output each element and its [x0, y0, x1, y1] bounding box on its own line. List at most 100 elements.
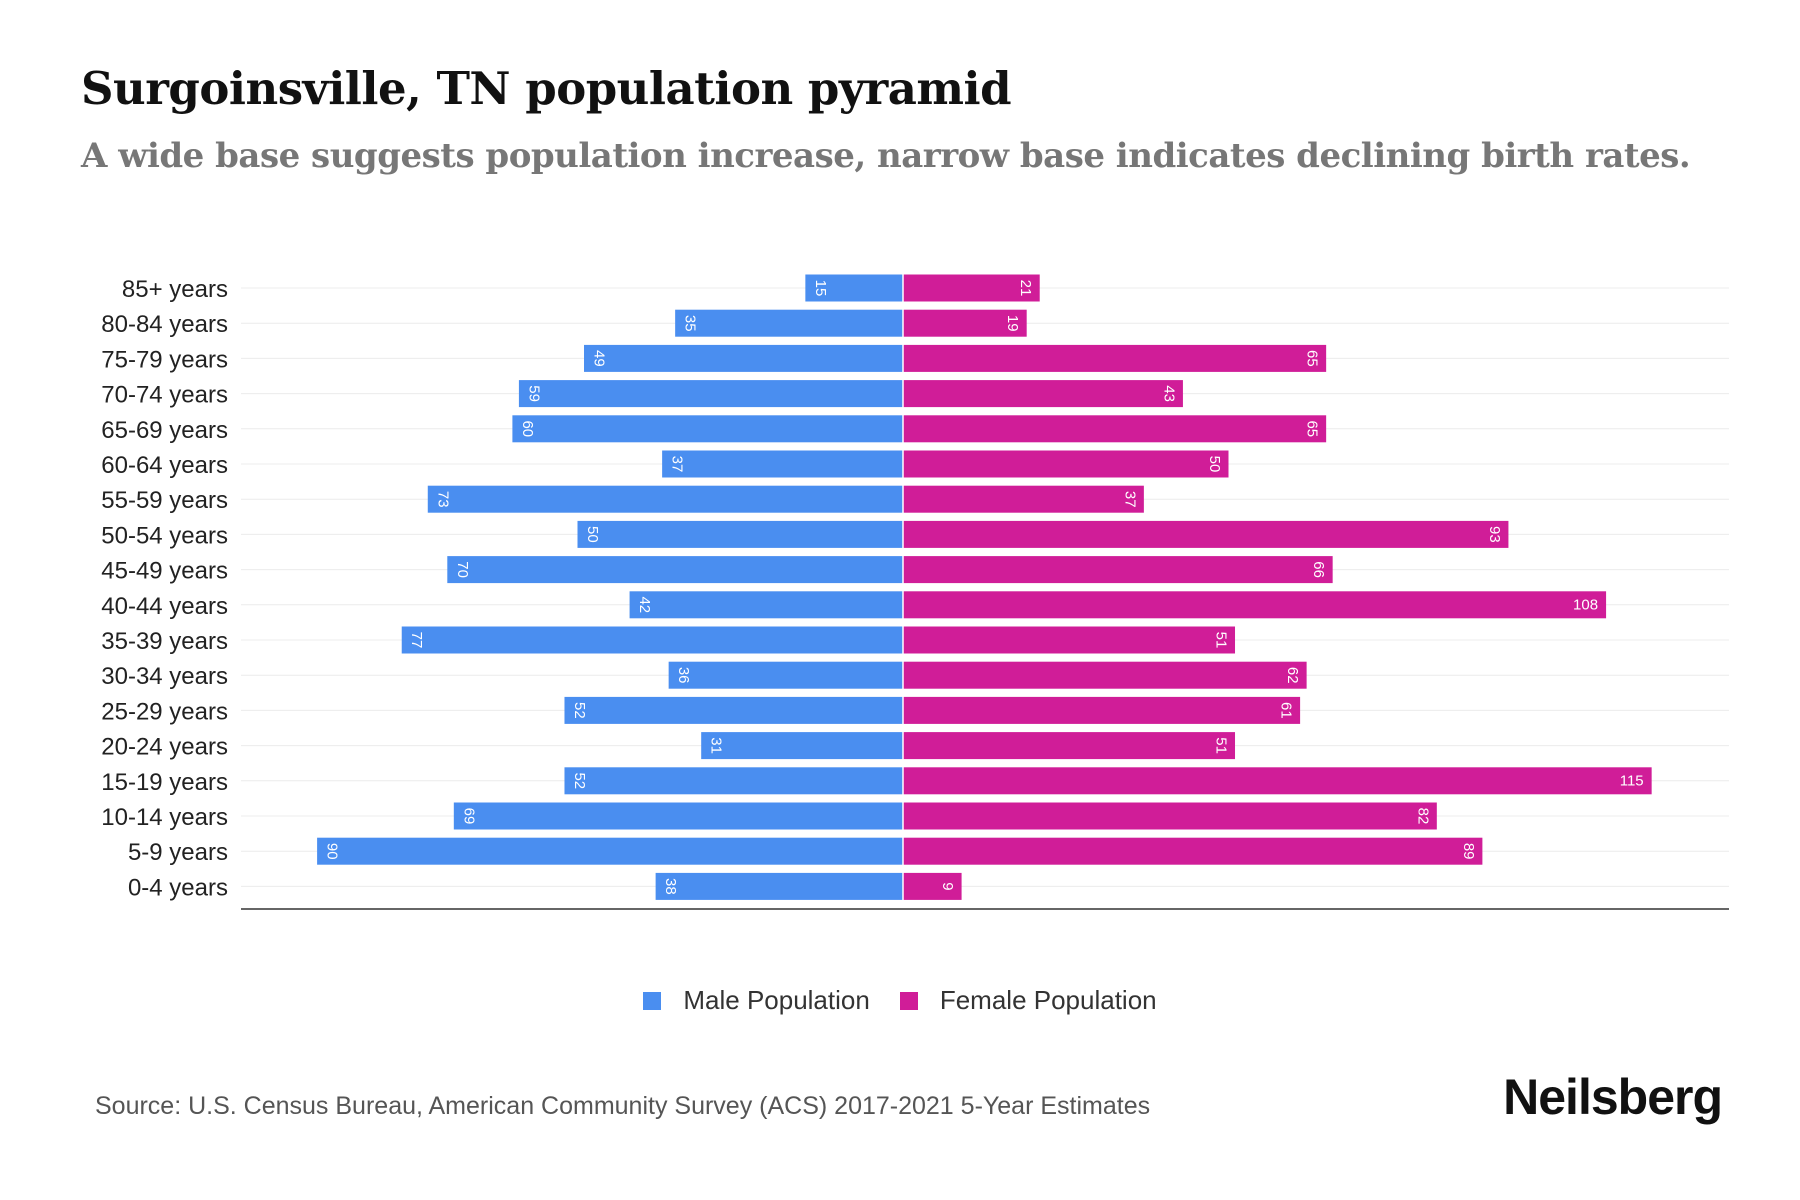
category-label: 20-24 years — [101, 734, 228, 761]
female-bar — [903, 380, 1183, 408]
female-value-label: 62 — [1284, 667, 1301, 684]
female-bar — [903, 450, 1229, 478]
category-label: 30-34 years — [101, 663, 228, 690]
female-value-label: 50 — [1206, 456, 1223, 473]
brand-logo: Neilsberg — [1503, 1069, 1723, 1125]
female-bar — [903, 274, 1040, 302]
male-bar — [447, 556, 903, 584]
male-value-label: 52 — [571, 772, 588, 789]
legend-item-male[interactable]: Male Population — [643, 985, 870, 1016]
female-bar — [903, 309, 1027, 337]
male-value-label: 70 — [454, 561, 471, 578]
female-value-label: 82 — [1414, 808, 1431, 825]
male-bar — [427, 485, 903, 513]
category-label: 85+ years — [122, 276, 228, 303]
legend-label-female: Female Population — [939, 985, 1157, 1015]
male-value-label: 49 — [591, 350, 608, 367]
category-label: 0-4 years — [128, 874, 228, 901]
male-value-label: 90 — [324, 843, 341, 860]
male-value-label: 42 — [636, 596, 653, 613]
male-value-label: 31 — [708, 737, 725, 754]
female-value-label: 93 — [1486, 526, 1503, 543]
female-value-label: 89 — [1460, 843, 1477, 860]
male-bar — [701, 732, 903, 760]
male-value-label: 69 — [460, 808, 477, 825]
female-bar — [903, 591, 1607, 619]
category-label: 50-54 years — [101, 522, 228, 549]
female-value-label: 51 — [1213, 737, 1230, 754]
female-value-label: 43 — [1160, 385, 1177, 402]
female-value-label: 65 — [1304, 350, 1321, 367]
male-value-label: 60 — [519, 420, 536, 437]
legend-swatch-female — [899, 991, 918, 1010]
female-value-label: 51 — [1213, 632, 1230, 649]
male-bar — [518, 380, 903, 408]
male-bar — [317, 837, 904, 865]
male-value-label: 77 — [408, 632, 425, 649]
female-value-label: 9 — [939, 882, 956, 890]
female-value-label: 19 — [1004, 315, 1021, 332]
female-bar — [903, 626, 1236, 654]
female-bar — [903, 520, 1509, 548]
male-bar — [584, 344, 903, 372]
male-bar — [662, 450, 903, 478]
male-value-label: 73 — [434, 491, 451, 508]
category-label: 75-79 years — [101, 346, 228, 373]
female-value-label: 108 — [1573, 596, 1598, 613]
population-pyramid-chart: 85+ years 15 21 80-84 years 35 19 75-79 years 4… — [101, 274, 1729, 910]
female-bar — [903, 415, 1327, 443]
female-bar — [903, 556, 1333, 584]
female-value-label: 115 — [1620, 772, 1644, 789]
category-label: 70-74 years — [101, 382, 228, 409]
category-label: 55-59 years — [101, 487, 228, 514]
chart-subtitle: A wide base suggests population increase… — [81, 136, 1691, 176]
female-bar — [903, 344, 1327, 372]
male-bar — [564, 696, 903, 724]
male-bar — [512, 415, 903, 443]
female-bar — [903, 485, 1144, 513]
female-bar — [903, 802, 1437, 830]
female-value-label: 21 — [1017, 280, 1034, 297]
female-value-label: 37 — [1121, 491, 1138, 508]
male-value-label: 38 — [662, 878, 679, 895]
male-bar — [805, 274, 903, 302]
chart-legend: Male Population Female Population — [0, 985, 1800, 1016]
male-value-label: 35 — [682, 315, 699, 332]
female-value-label: 65 — [1304, 420, 1321, 437]
category-label: 15-19 years — [101, 769, 228, 796]
male-bar — [655, 872, 903, 900]
female-bar — [903, 661, 1307, 689]
male-bar — [668, 661, 903, 689]
category-label: 5-9 years — [128, 839, 228, 866]
legend-swatch-male — [643, 991, 662, 1010]
male-value-label: 50 — [584, 526, 601, 543]
female-value-label: 61 — [1278, 702, 1295, 719]
male-bar — [675, 309, 903, 337]
female-bar — [903, 732, 1236, 760]
male-value-label: 36 — [675, 667, 692, 684]
male-value-label: 59 — [525, 385, 542, 402]
category-label: 80-84 years — [101, 311, 228, 338]
female-bar — [903, 837, 1483, 865]
category-label: 45-49 years — [101, 558, 228, 585]
male-bar — [577, 520, 903, 548]
category-label: 40-44 years — [101, 593, 228, 620]
male-value-label: 52 — [571, 702, 588, 719]
category-label: 10-14 years — [101, 804, 228, 831]
female-value-label: 66 — [1310, 561, 1327, 578]
female-bar — [903, 872, 962, 900]
category-label: 25-29 years — [101, 698, 228, 725]
chart-title: Surgoinsville, TN population pyramid — [81, 62, 1012, 115]
category-label: 35-39 years — [101, 628, 228, 655]
male-bar — [629, 591, 903, 619]
male-value-label: 15 — [812, 280, 829, 297]
category-label: 65-69 years — [101, 417, 228, 444]
male-bar — [401, 626, 903, 654]
legend-label-male: Male Population — [683, 985, 870, 1015]
legend-item-female[interactable]: Female Population — [899, 985, 1157, 1016]
male-bar — [453, 802, 903, 830]
source-note: Source: U.S. Census Bureau, American Com… — [95, 1092, 1151, 1120]
male-bar — [564, 767, 903, 795]
female-bar — [903, 696, 1301, 724]
category-label: 60-64 years — [101, 452, 228, 479]
